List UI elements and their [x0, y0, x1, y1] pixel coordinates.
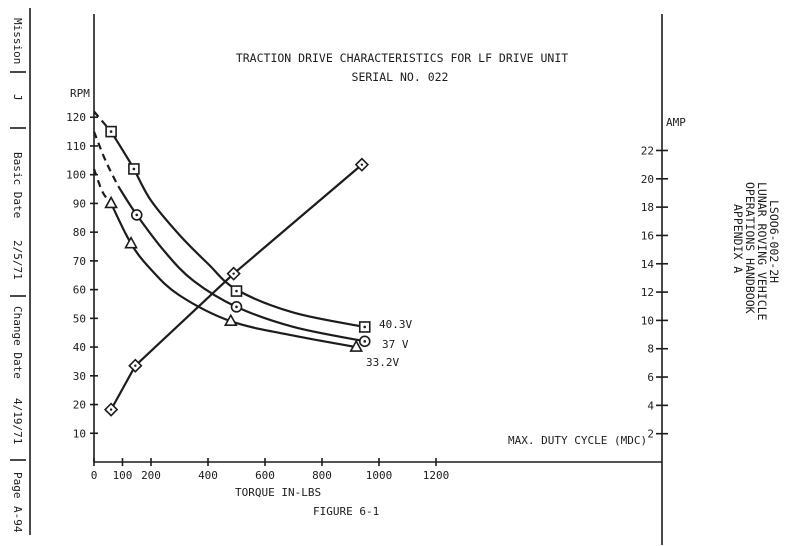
y-tick-label: 120 [66, 111, 86, 124]
y-axis-label: RPM [70, 87, 90, 100]
marker-dot [109, 130, 113, 133]
series-0-line [110, 131, 365, 329]
x-tick-label: 400 [198, 469, 218, 482]
y-tick-label: 30 [73, 370, 86, 383]
x-tick-label: 1200 [423, 469, 450, 482]
series-label-40v: 40.3V [379, 318, 412, 331]
y-tick-label: 60 [73, 284, 86, 297]
series-1-line [117, 185, 365, 343]
y2-tick-label: 16 [641, 229, 654, 242]
marker-dot [132, 167, 136, 171]
y-tick-label: 20 [73, 399, 86, 412]
figure-caption: FIGURE 6-1 [313, 505, 379, 518]
page-value: A-94 [11, 506, 24, 533]
y-tick-label: 40 [73, 341, 86, 354]
y2-tick-label: 8 [647, 343, 654, 356]
mission-value: J [11, 94, 24, 101]
y2-tick-label: 12 [641, 286, 654, 299]
x-axis-label: TORQUE IN-LBS [235, 486, 321, 499]
doc-number: LSOO6-002-2H [767, 200, 781, 283]
marker-dot [109, 408, 113, 411]
series-1-extrapolated-line [92, 131, 120, 187]
change-date-label: Change Date [11, 306, 24, 379]
y2-tick-label: 2 [647, 428, 654, 441]
basic-date-value: 2/5/71 [11, 240, 24, 280]
chart-subtitle: SERIAL NO. 022 [352, 70, 449, 84]
series-3-line [110, 163, 363, 411]
x-tick-label: 100 [113, 469, 133, 482]
y-tick-label: 70 [73, 255, 86, 268]
x-tick-label: 1000 [366, 469, 393, 482]
basic-date-label: Basic Date [11, 152, 24, 218]
y-tick-label: 10 [73, 427, 86, 440]
triangle-marker [349, 339, 364, 352]
triangle-marker [104, 195, 118, 209]
triangle-marker [124, 235, 138, 249]
series-label-33v: 33.2V [366, 356, 399, 369]
doc-vehicle: LUNAR ROVING VEHICLE [755, 182, 769, 321]
doc-appendix: APPENDIX A [731, 204, 745, 273]
series-2-extrapolated-line [92, 168, 112, 205]
y2-tick-label: 10 [641, 314, 654, 327]
marker-dot [363, 325, 367, 329]
y2-axis-label: AMP [666, 116, 686, 129]
x-tick-label: 0 [91, 469, 98, 482]
marker-dot [235, 305, 238, 309]
marker-dot [363, 340, 367, 343]
change-date-value: 4/19/71 [11, 398, 24, 444]
triangle-marker [223, 313, 238, 327]
x-tick-label: 600 [255, 469, 275, 482]
y-tick-label: 80 [73, 226, 86, 239]
doc-handbook: OPERATIONS HANDBOOK [743, 182, 757, 314]
marker-dot [135, 213, 139, 217]
y2-tick-label: 14 [641, 258, 655, 271]
y2-tick-label: 22 [641, 144, 654, 157]
y2-tick-label: 6 [647, 371, 654, 384]
marker-dot [235, 289, 238, 293]
chart-title: TRACTION DRIVE CHARACTERISTICS FOR LF DR… [236, 51, 568, 65]
mdc-annotation: MAX. DUTY CYCLE (MDC) [508, 434, 647, 447]
y2-tick-label: 4 [647, 399, 654, 412]
y2-tick-label: 18 [641, 201, 654, 214]
handbook-note: LSOO6-002-2H LUNAR ROVING VEHICLE OPERAT… [731, 182, 781, 321]
marker-dot [360, 163, 364, 166]
page-label: Page [11, 472, 24, 499]
marker-dot [232, 272, 235, 275]
y-tick-label: 100 [66, 169, 86, 182]
series-label-37v: 37 V [382, 338, 409, 351]
x-tick-label: 200 [141, 469, 161, 482]
y-tick-label: 50 [73, 312, 86, 325]
y2-tick-label: 20 [641, 173, 654, 186]
left-margin-strip: Mission J Basic Date 2/5/71 Change Date … [10, 8, 31, 535]
y-tick-label: 110 [66, 140, 86, 153]
marker-dot [134, 364, 137, 367]
x-tick-label: 800 [312, 469, 332, 482]
mission-label: Mission [11, 18, 24, 64]
y-tick-label: 90 [73, 197, 86, 210]
